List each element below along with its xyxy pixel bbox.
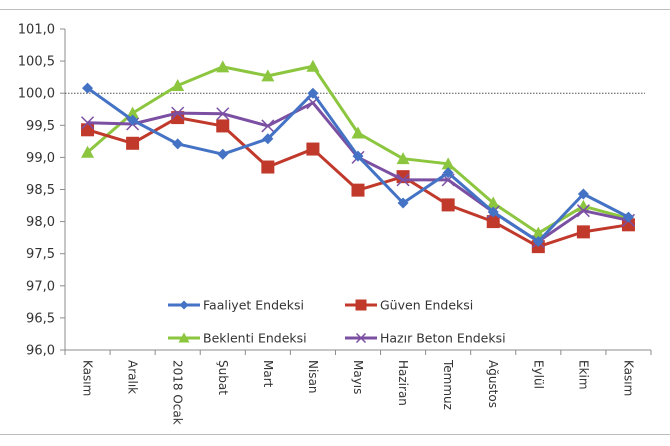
x-tick-label: Mayıs <box>351 360 365 394</box>
x-tick-label: Eylül <box>531 360 545 389</box>
y-tick-label: 100,5 <box>18 55 55 70</box>
x-tick-label: 2018 Ocak <box>171 360 185 425</box>
y-tick-label: 98,5 <box>26 183 55 198</box>
x-tick-label: Ekim <box>576 360 590 390</box>
legend-item: Beklenti Endeksi <box>168 331 307 346</box>
x-tick-label: Kasım <box>621 360 635 396</box>
y-tick-label: 99,5 <box>26 119 55 134</box>
y-tick-label: 96,5 <box>26 311 55 326</box>
y-tick-label: 98,0 <box>26 215 55 230</box>
legend-item: Hazır Beton Endeksi <box>345 331 506 346</box>
legend-item: Güven Endeksi <box>345 298 473 313</box>
legend-label: Güven Endeksi <box>380 298 473 313</box>
x-tick-label: Mart <box>261 360 275 388</box>
series-beklenti-endeksi <box>81 59 635 239</box>
y-axis: 101,0 100,5 100,0 99,5 99,0 98,5 98,0 97,5 97,0 9… <box>18 23 66 359</box>
y-tick-label: 97,5 <box>26 247 55 262</box>
series-lines <box>81 59 635 254</box>
x-tick-label: Temmuz <box>441 359 455 410</box>
x-tick-label: Aralık <box>126 360 140 394</box>
chart-frame <box>0 9 670 435</box>
y-tick-label: 100,0 <box>18 87 55 102</box>
legend-label: Beklenti Endeksi <box>203 331 307 346</box>
y-tick-label: 96,0 <box>26 344 55 359</box>
x-tick-label: Şubat <box>216 360 230 395</box>
legend-item: Faaliyet Endeksi <box>168 298 304 313</box>
x-tick-label: Haziran <box>396 360 410 406</box>
x-tick-label: Kasım <box>81 360 95 396</box>
y-tick-label: 101,0 <box>18 23 55 38</box>
x-tick-label: Ağustos <box>486 360 500 408</box>
y-tick-label: 99,0 <box>26 151 55 166</box>
x-tick-label: Nisan <box>306 360 320 394</box>
x-axis: Kasım Aralık 2018 Ocak Şubat Mart Nisan Mayıs H… <box>64 349 652 425</box>
legend-label: Faaliyet Endeksi <box>203 298 304 313</box>
series-faaliyet-endeksi <box>82 82 634 248</box>
legend-label: Hazır Beton Endeksi <box>380 331 506 346</box>
legend: Faaliyet Endeksi Güven Endeksi Beklenti En… <box>168 298 506 346</box>
y-tick-label: 97,0 <box>26 279 55 294</box>
